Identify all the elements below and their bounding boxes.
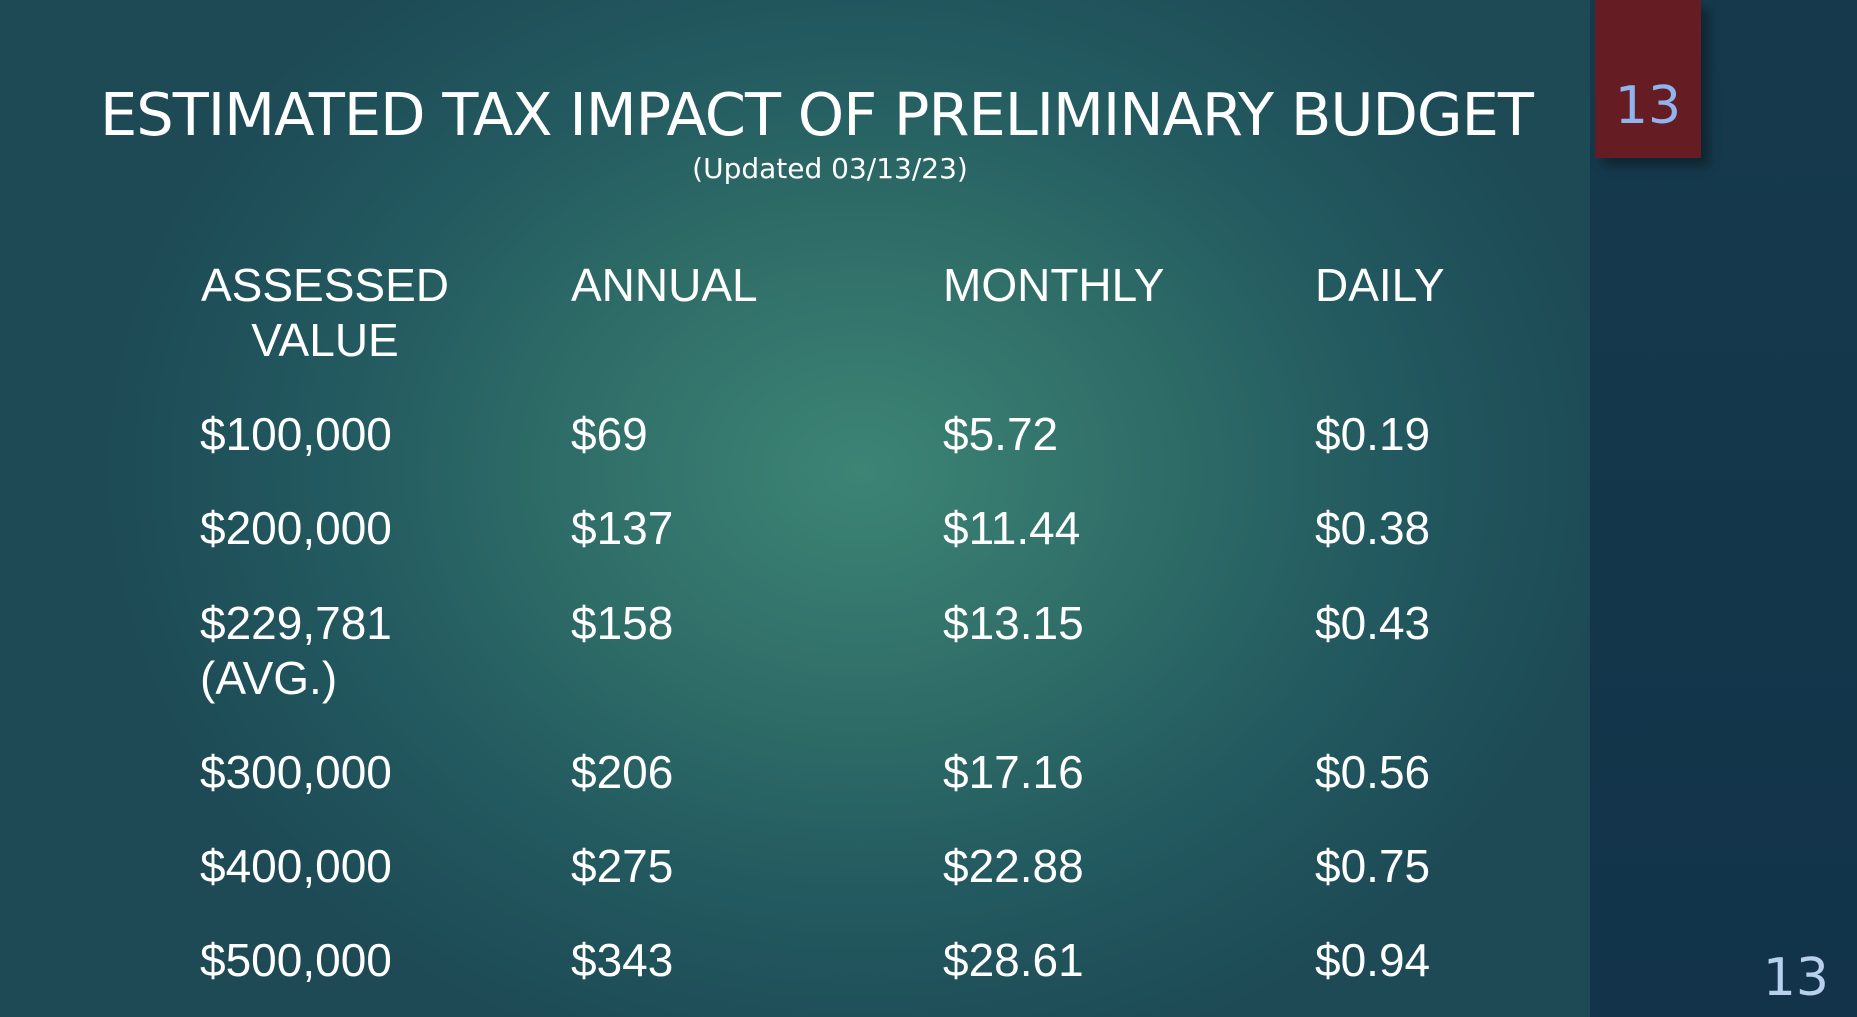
slide-subtitle: (Updated 03/13/23) [692, 152, 968, 185]
annual-cell: $69 [571, 408, 648, 460]
daily-cell: $0.38 [1315, 502, 1431, 554]
assessed-value-cell: $500,000 [200, 934, 392, 986]
monthly-cell: $28.61 [943, 934, 1084, 986]
daily-cell: $0.56 [1315, 746, 1431, 798]
daily-cell: $0.94 [1315, 934, 1431, 986]
assessed-value-cell: $100,000 [200, 408, 392, 460]
annual-cell: $158 [571, 597, 674, 649]
annual-cell: $343 [571, 934, 674, 986]
monthly-cell: $17.16 [943, 746, 1084, 798]
slide-number-tab [1595, 0, 1701, 158]
annual-cell: $206 [571, 746, 674, 798]
assessed-value-cell: $200,000 [200, 502, 392, 554]
slide-background [0, 0, 1590, 1017]
daily-cell: $0.43 [1315, 597, 1431, 649]
column-header-assessed-value: ASSESSED VALUE [201, 259, 449, 366]
annual-cell: $275 [571, 840, 674, 892]
slide-number: 13 [1614, 76, 1682, 136]
page-number: 13 [1762, 948, 1829, 1008]
monthly-cell: $22.88 [943, 840, 1084, 892]
daily-cell: $0.75 [1315, 840, 1431, 892]
column-header-daily: DAILY [1315, 259, 1445, 311]
assessed-value-cell: $400,000 [200, 840, 392, 892]
monthly-cell: $5.72 [943, 408, 1059, 460]
column-header-monthly: MONTHLY [943, 259, 1165, 311]
monthly-cell: $13.15 [943, 597, 1084, 649]
monthly-cell: $11.44 [943, 502, 1081, 554]
annual-cell: $137 [571, 502, 674, 554]
slide-title: ESTIMATED TAX IMPACT OF PRELIMINARY BUDG… [100, 80, 1534, 149]
assessed-value-cell: $300,000 [200, 746, 392, 798]
assessed-value-cell: $229,781 (AVG.) [200, 597, 392, 704]
right-side-band [1590, 0, 1857, 1017]
column-header-annual: ANNUAL [571, 259, 758, 311]
daily-cell: $0.19 [1315, 408, 1431, 460]
